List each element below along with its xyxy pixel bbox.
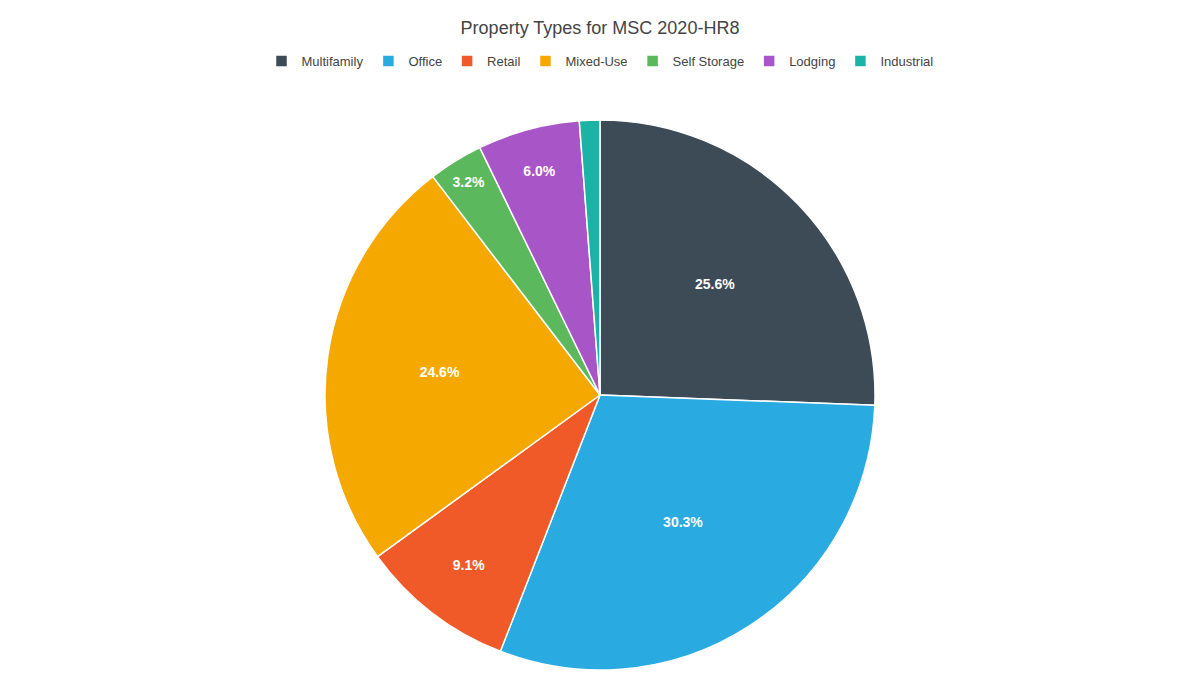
svg-text:Multifamily: Multifamily [302,54,364,69]
svg-text:3.2%: 3.2% [453,174,485,190]
svg-text:30.3%: 30.3% [663,514,703,530]
svg-text:Mixed-Use: Mixed-Use [565,54,627,69]
svg-text:9.1%: 9.1% [453,557,485,573]
svg-text:Retail: Retail [487,54,520,69]
svg-text:25.6%: 25.6% [695,276,735,292]
svg-text:Self Storage: Self Storage [673,54,745,69]
svg-text:24.6%: 24.6% [420,364,460,380]
svg-text:6.0%: 6.0% [523,163,555,179]
svg-text:Property Types for MSC 2020-HR: Property Types for MSC 2020-HR8 [461,18,740,38]
svg-text:Lodging: Lodging [789,54,835,69]
svg-text:Industrial: Industrial [880,54,933,69]
svg-text:Office: Office [408,54,442,69]
